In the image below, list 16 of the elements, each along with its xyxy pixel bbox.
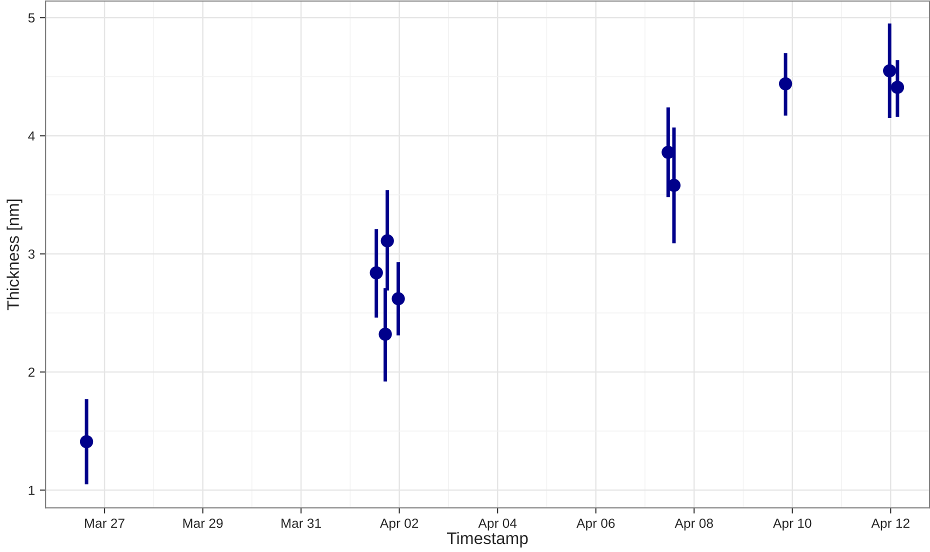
x-tick-label: Apr 08 [674,518,713,531]
y-tick-label: 4 [28,131,35,141]
x-tick-label: Mar 31 [282,518,321,528]
y-axis-title: Thickness [nm] [6,200,22,310]
x-tick-label: Apr 06 [576,518,615,531]
x-tick-label: Mar 27 [85,518,124,528]
x-tick-label: Apr 04 [478,518,517,531]
x-tick-label: Apr 12 [871,518,910,531]
x-tick-label: Apr 02 [380,518,418,531]
x-tick-label: Mar 29 [183,518,223,528]
x-tick-label: Apr 10 [772,518,812,531]
y-tick-label: 1 [28,486,35,495]
y-tick-label: 3 [28,249,35,259]
y-tick-label: 5 [28,13,35,23]
x-axis-title: Timestamp [447,532,528,548]
y-tick-label: 2 [28,368,34,377]
